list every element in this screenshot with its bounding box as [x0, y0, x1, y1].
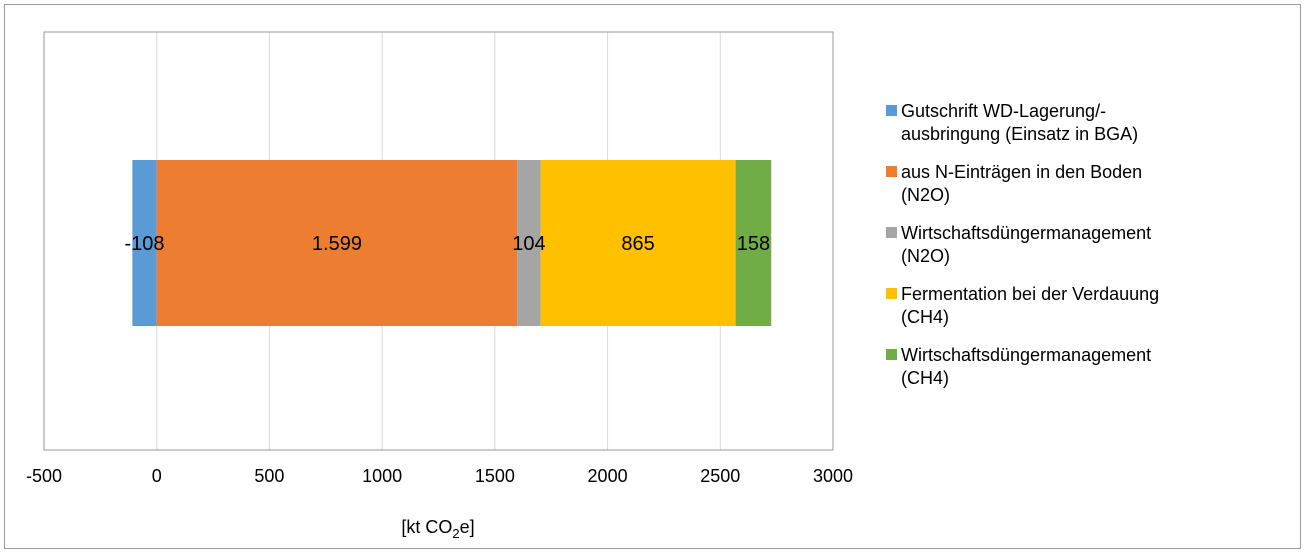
x-tick-label: 3000 — [813, 466, 853, 486]
legend-label: aus N-Einträgen in den Boden — [901, 162, 1142, 182]
legend-label: Fermentation bei der Verdauung — [901, 284, 1159, 304]
x-tick-label: 1000 — [362, 466, 402, 486]
legend-label: Wirtschaftsdüngermanagement — [901, 223, 1151, 243]
bar-segment — [735, 160, 772, 326]
legend-label: (CH4) — [901, 307, 949, 327]
legend-swatch — [886, 288, 897, 299]
legend: Gutschrift WD-Lagerung/- ausbringung (Ein… — [886, 101, 1159, 388]
legend-swatch — [886, 227, 897, 238]
legend-label: ausbringung (Einsatz in BGA) — [901, 124, 1138, 144]
bar-segment — [156, 160, 518, 326]
x-tick-label: 2500 — [700, 466, 740, 486]
bar-segment — [517, 160, 541, 326]
legend-label: Wirtschaftsdüngermanagement — [901, 345, 1151, 365]
legend-label: Gutschrift WD-Lagerung/- — [901, 101, 1106, 121]
data-label: 104 — [512, 233, 545, 255]
legend-swatch — [886, 349, 897, 360]
x-tick-label: 2000 — [588, 466, 628, 486]
data-labels: -108 1.599 104 865 158 — [125, 233, 771, 255]
bar-segment — [132, 160, 157, 326]
x-tick-label: -500 — [26, 466, 62, 486]
plot-area-border — [43, 31, 834, 451]
x-tick-label: 500 — [254, 466, 284, 486]
x-axis-title: [kt CO2e] — [401, 517, 474, 541]
legend-swatch — [886, 105, 897, 116]
bar-segment — [540, 160, 736, 326]
legend-swatch — [886, 166, 897, 177]
x-tick-label: 1500 — [475, 466, 515, 486]
legend-label: (N2O) — [901, 185, 950, 205]
x-tick-labels: -500 0 500 1000 1500 2000 2500 3000 — [26, 466, 853, 486]
data-label: 158 — [737, 233, 770, 255]
x-tick-label: 0 — [152, 466, 162, 486]
data-label: 865 — [621, 233, 654, 255]
legend-label: (N2O) — [901, 246, 950, 266]
data-label: 1.599 — [312, 233, 362, 255]
legend-label: (CH4) — [901, 368, 949, 388]
data-label: -108 — [125, 233, 165, 255]
bars — [132, 160, 772, 326]
